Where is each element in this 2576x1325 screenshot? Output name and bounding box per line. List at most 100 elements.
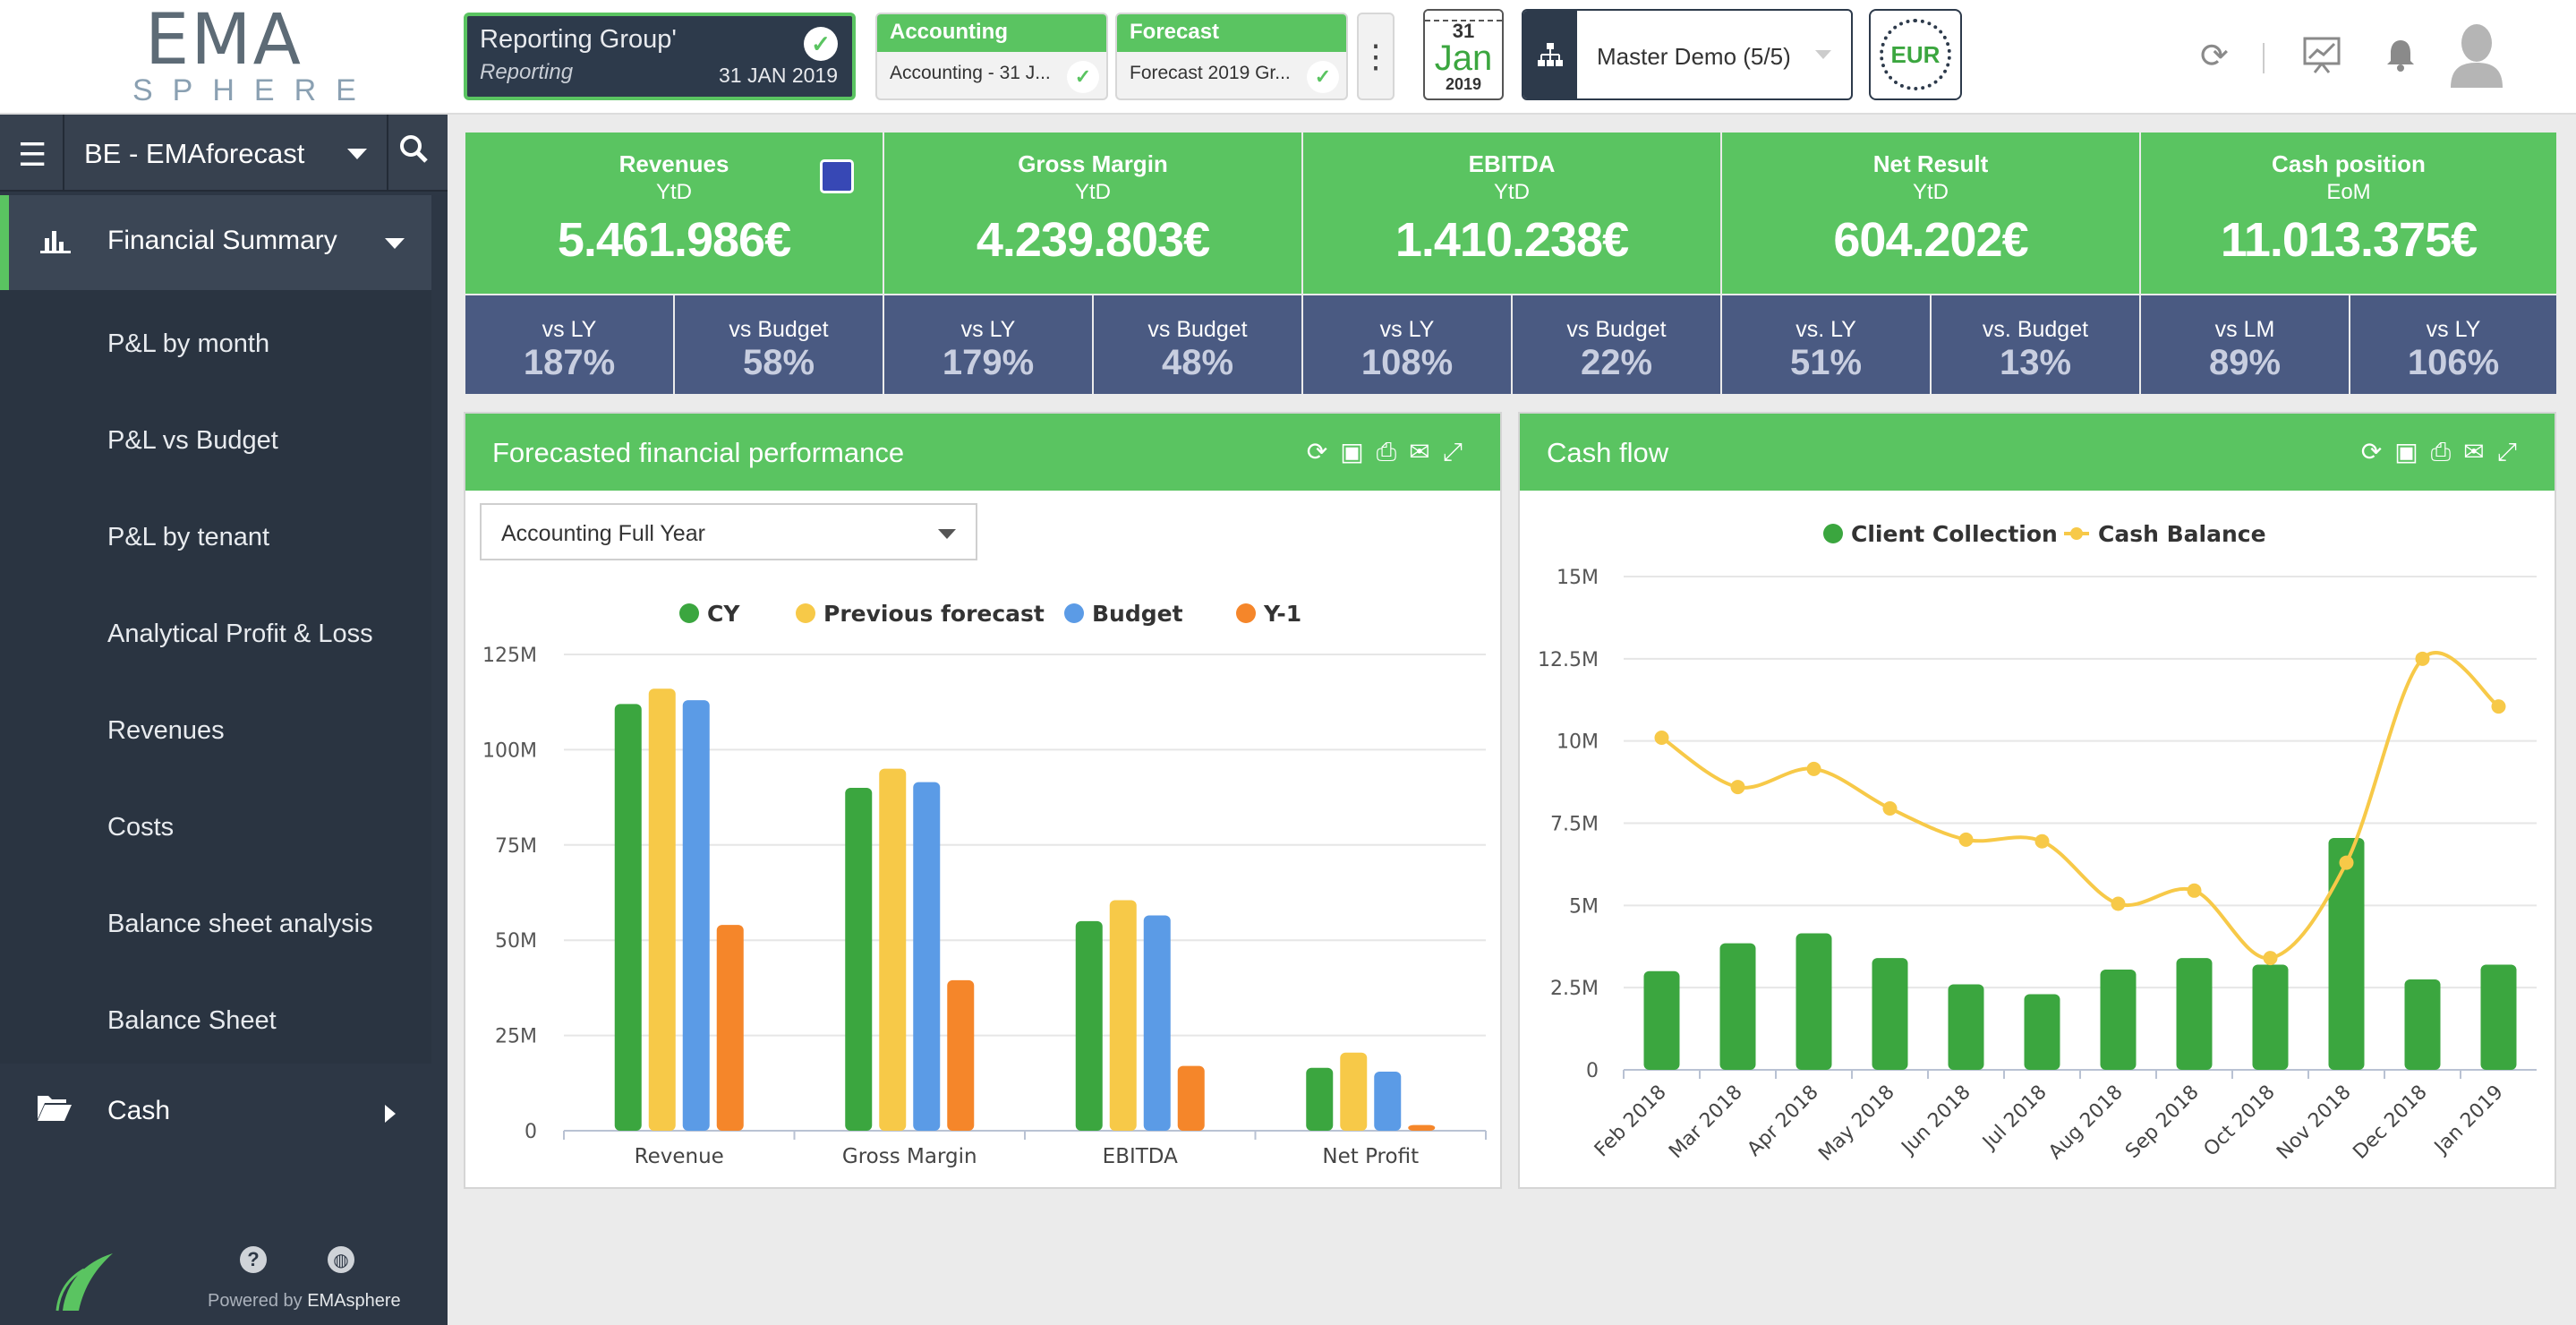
- legend-marker: [1236, 603, 1256, 623]
- forecast-selector[interactable]: Forecast Forecast 2019 Gr... ✓: [1115, 13, 1348, 100]
- kpi-comparison: vs LY 106%: [2350, 295, 2556, 394]
- entity-selector[interactable]: BE - EMAforecast: [84, 138, 305, 169]
- calendar-date-picker[interactable]: 31 Jan 2019: [1423, 9, 1504, 100]
- kpi-title: Gross Margin: [1018, 150, 1168, 177]
- refresh-icon[interactable]: ⟳: [2360, 438, 2395, 466]
- bar: [1374, 1072, 1402, 1131]
- sidebar-item-pl-by-tenant[interactable]: P&L by tenant: [107, 523, 270, 551]
- calendar-day: 31: [1452, 20, 1475, 42]
- presentation-chart-icon[interactable]: [2302, 36, 2341, 82]
- help-icon[interactable]: ?: [240, 1246, 267, 1273]
- user-avatar[interactable]: [2449, 21, 2504, 88]
- powered-by-text: Powered by EMAsphere: [208, 1291, 401, 1312]
- kpi-period: YtD: [1912, 180, 1949, 204]
- x-tick-label: Sep 2018: [2121, 1081, 2204, 1164]
- sidebar-item-analytical-pl[interactable]: Analytical Profit & Loss: [107, 620, 373, 648]
- y-tick-label: 15M: [1557, 567, 1599, 589]
- sidebar-item-pl-by-month[interactable]: P&L by month: [107, 329, 270, 358]
- sidebar-item-costs[interactable]: Costs: [107, 813, 175, 842]
- sidebar-item-cash[interactable]: Cash: [0, 1065, 431, 1158]
- expand-icon[interactable]: ⤢: [2496, 438, 2529, 466]
- search-icon[interactable]: [397, 132, 430, 173]
- comparison-label: vs Budget: [729, 317, 829, 342]
- kpi-period: YtD: [1493, 180, 1530, 204]
- refresh-icon[interactable]: ⟳: [2200, 38, 2229, 75]
- panel-tools: ⟳▣⎙✉⤢: [1307, 437, 1475, 467]
- chevron-down-icon[interactable]: [347, 149, 367, 159]
- cash-balance-point: [2415, 651, 2430, 666]
- kpi-title: Cash position: [2272, 150, 2426, 177]
- y-tick-label: 75M: [495, 835, 537, 858]
- image-export-icon[interactable]: ▣: [2394, 438, 2431, 466]
- selection-checkbox[interactable]: [820, 159, 854, 193]
- period-select[interactable]: Accounting Full Year: [480, 503, 977, 560]
- bar: [1408, 1124, 1436, 1131]
- panel-header: Cash flow ⟳▣⎙✉⤢: [1520, 414, 2555, 491]
- hamburger-menu-icon[interactable]: ☰: [18, 136, 47, 173]
- reporting-group-date: 31 JAN 2019: [719, 64, 838, 87]
- bar: [1340, 1052, 1368, 1131]
- bar: [1796, 933, 1832, 1070]
- sidebar-item-balance-sheet-analysis[interactable]: Balance sheet analysis: [107, 910, 373, 938]
- legend-marker: [2070, 527, 2083, 540]
- refresh-icon[interactable]: ⟳: [1306, 438, 1341, 466]
- bar: [1719, 943, 1756, 1070]
- y-tick-label: 12.5M: [1538, 649, 1599, 671]
- bar: [614, 704, 642, 1131]
- chevron-down-icon: [385, 238, 405, 249]
- print-icon[interactable]: ⎙: [1376, 438, 1410, 466]
- more-options-icon[interactable]: ⋮: [1357, 13, 1395, 100]
- comment-icon[interactable]: ✉: [1409, 438, 1443, 466]
- comparison-value: 58%: [742, 343, 815, 382]
- reporting-group-selector[interactable]: Reporting Group' Reporting 31 JAN 2019 ✓: [464, 13, 856, 100]
- cash-balance-point: [1806, 761, 1821, 776]
- comparison-value: 22%: [1580, 343, 1653, 382]
- calendar-year: 2019: [1445, 75, 1482, 93]
- sidebar-item-revenues[interactable]: Revenues: [107, 716, 225, 745]
- bell-icon[interactable]: [2384, 38, 2417, 81]
- kpi-ebitda[interactable]: EBITDA YtD 1.410.238€: [1303, 132, 1720, 294]
- comparison-value: 48%: [1161, 343, 1234, 382]
- accounting-selector[interactable]: Accounting Accounting - 31 J... ✓: [875, 13, 1108, 100]
- sidebar-item-financial-summary[interactable]: Financial Summary: [0, 195, 431, 290]
- x-tick-label: Apr 2018: [1744, 1081, 1823, 1161]
- kpi-value: 11.013.375€: [2220, 213, 2478, 267]
- presentation-chart-svg: [2303, 37, 2341, 73]
- logo-text: EMA: [145, 0, 303, 81]
- sidebar-item-pl-vs-budget[interactable]: P&L vs Budget: [107, 426, 278, 455]
- powered-by-label: Powered by: [208, 1291, 303, 1311]
- period-select-value: Accounting Full Year: [501, 521, 705, 546]
- kpi-comparison: vs. Budget 13%: [1932, 295, 2139, 394]
- sidebar-footer: ? ◍ Powered by EMAsphere: [0, 1225, 448, 1325]
- cash-balance-point: [2263, 951, 2278, 966]
- x-tick-label: Jan 2019: [2429, 1081, 2508, 1160]
- emasphere-logo[interactable]: EMA SPHERE: [116, 0, 356, 106]
- expand-icon[interactable]: ⤢: [1442, 438, 1475, 466]
- reporting-group-subtitle: Reporting: [480, 60, 574, 84]
- financial-summary-submenu: P&L by month P&L vs Budget P&L by tenant…: [0, 290, 431, 1064]
- sidebar-item-balance-sheet[interactable]: Balance Sheet: [107, 1006, 277, 1035]
- kpi-net-result[interactable]: Net Result YtD 604.202€: [1722, 132, 2139, 294]
- comment-icon[interactable]: ✉: [2463, 438, 2497, 466]
- divider: [63, 115, 64, 192]
- bar: [1872, 958, 1908, 1070]
- print-icon[interactable]: ⎙: [2430, 438, 2464, 466]
- toolbar-divider: [2263, 43, 2265, 73]
- search-svg: [400, 135, 428, 163]
- bar: [682, 700, 710, 1131]
- comparison-value: 108%: [1361, 343, 1454, 382]
- calendar-rings: [1425, 11, 1502, 21]
- kpi-revenues[interactable]: Revenues YtD 5.461.986€: [465, 132, 883, 294]
- kpi-gross-margin[interactable]: Gross Margin YtD 4.239.803€: [884, 132, 1301, 294]
- bar: [879, 768, 907, 1131]
- currency-selector[interactable]: EUR: [1869, 9, 1962, 100]
- image-export-icon[interactable]: ▣: [1340, 438, 1377, 466]
- kpi-comparison: vs Budget 48%: [1094, 295, 1301, 394]
- company-selector[interactable]: Master Demo (5/5): [1522, 9, 1853, 100]
- cash-balance-point: [2339, 855, 2354, 870]
- x-tick-label: Oct 2018: [2200, 1081, 2280, 1161]
- globe-icon[interactable]: ◍: [328, 1246, 354, 1273]
- kpi-cash-position[interactable]: Cash position EoM 11.013.375€: [2141, 132, 2556, 294]
- legend-marker: [1064, 603, 1084, 623]
- kpi-title: Net Result: [1872, 150, 1989, 177]
